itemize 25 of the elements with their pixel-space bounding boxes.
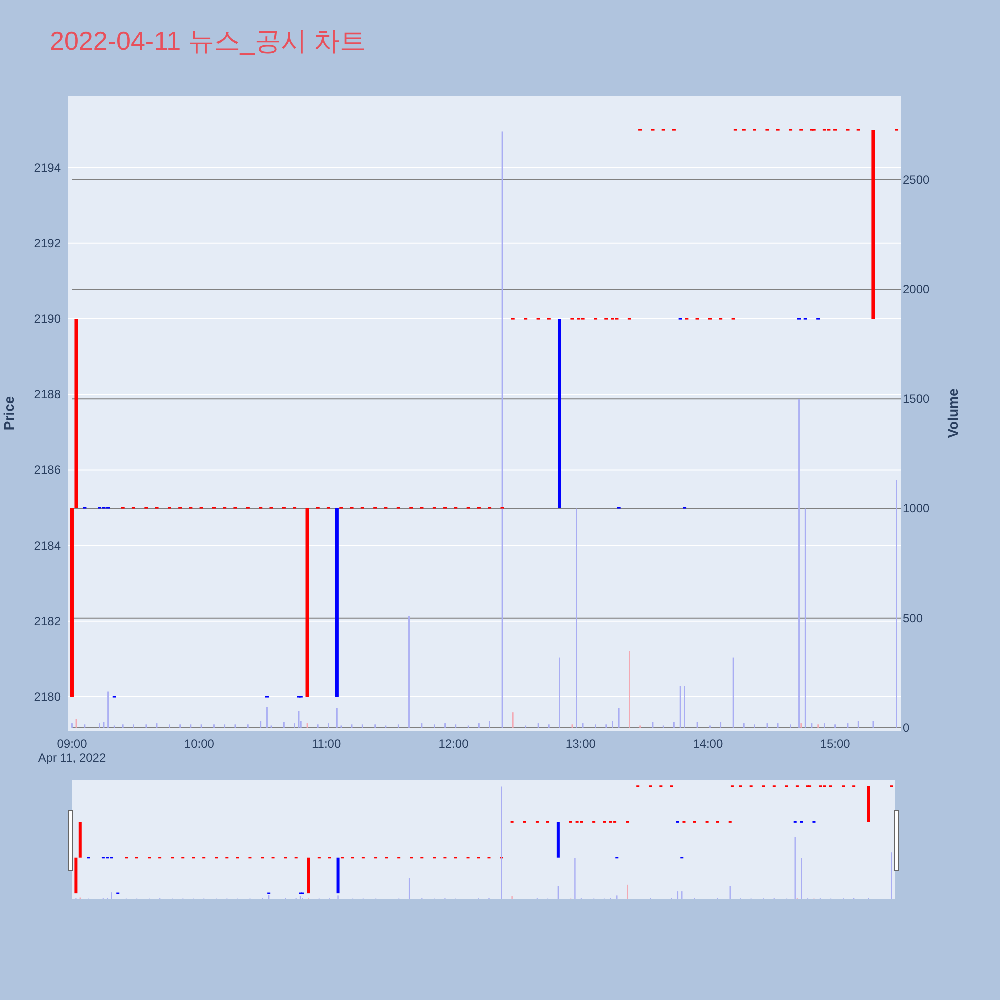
y-tick-label: 2186: [34, 463, 62, 478]
y-tick-label: 2190: [34, 312, 62, 326]
y-tick-label: 2184: [34, 538, 62, 553]
y-tick-label: 2188: [34, 388, 62, 402]
y-tick-label: 2194: [34, 160, 62, 175]
text: Apr 11, 2022: [38, 751, 106, 765]
y2-tick-label: 2500: [903, 172, 930, 187]
y-axis-title: Price: [1, 396, 17, 431]
x-tick-label: 11:00: [312, 737, 342, 751]
y2-tick-label: 1000: [903, 502, 930, 516]
x-tick-label: 14:00: [693, 737, 724, 751]
x-tick-label: 13:00: [566, 737, 596, 751]
y2-tick-label: 1500: [903, 392, 930, 406]
chart-title: 2022-04-11 뉴스_공시 차트: [50, 26, 366, 56]
y2-tick-label: 500: [903, 611, 924, 626]
y2-axis-title: Volume: [945, 388, 961, 438]
y-tick-label: 2182: [34, 614, 62, 628]
x-tick-label: 15:00: [820, 737, 851, 751]
x-tick-label: 10:00: [184, 737, 215, 751]
x-tick-label: 09:00: [57, 737, 88, 751]
y-tick-label: 2180: [34, 690, 62, 704]
y-tick-label: 2192: [34, 236, 62, 250]
y2-tick-label: 0: [903, 720, 910, 735]
y2-tick-label: 2000: [903, 282, 930, 297]
x-tick-label: 12:00: [438, 737, 470, 751]
